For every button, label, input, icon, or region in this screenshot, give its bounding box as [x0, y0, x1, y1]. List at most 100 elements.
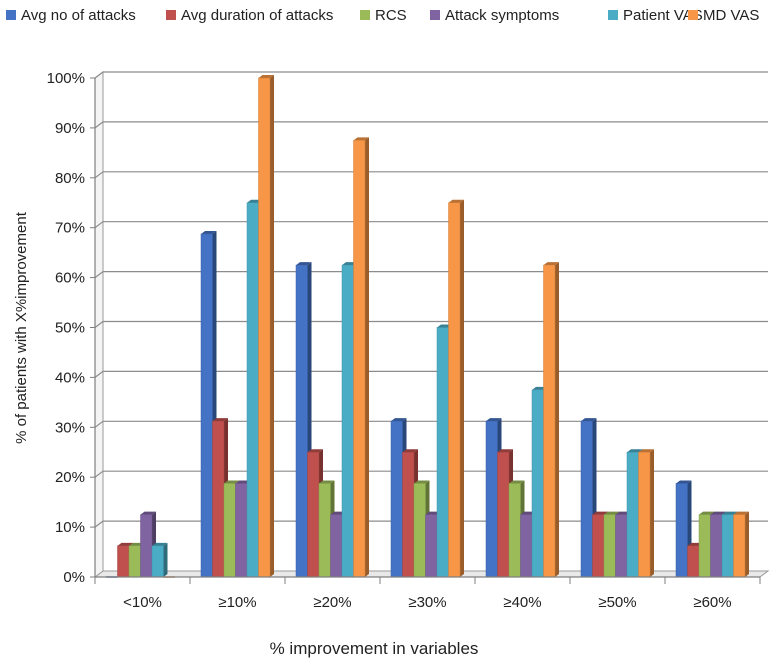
y-tick-label: 10%: [55, 519, 85, 536]
bar-front: [258, 77, 271, 578]
bar-front: [151, 545, 164, 578]
bar: [258, 75, 274, 578]
bar-top: [638, 449, 654, 453]
y-tick-label: 100%: [47, 70, 85, 87]
bar-front: [425, 514, 438, 578]
bar: [448, 199, 464, 578]
bars: [106, 75, 749, 578]
gridline: [94, 320, 768, 328]
gridline: [94, 71, 768, 79]
legend-label: Attack symptoms: [445, 7, 559, 24]
bar-front: [295, 264, 308, 578]
legend-item: RCS: [360, 7, 407, 24]
bar-front: [140, 514, 153, 578]
x-tick-label: ≥50%: [598, 594, 636, 611]
bar-front: [448, 202, 461, 578]
legend-swatch: [166, 10, 176, 20]
bar: [733, 511, 749, 578]
bar-front: [200, 233, 213, 578]
bar-top: [201, 230, 217, 234]
bar-front: [675, 483, 688, 578]
y-axis-label: % of patients with X%improvement: [13, 211, 30, 444]
bar-side: [650, 449, 654, 577]
bar-front: [698, 514, 711, 578]
y-tick-label: 0%: [63, 569, 85, 586]
legend-item: Avg duration of attacks: [166, 7, 333, 24]
legend-label: Avg no of attacks: [21, 7, 136, 24]
legend-swatch: [6, 10, 16, 20]
bar-front: [413, 483, 426, 578]
gridline: [94, 221, 768, 229]
x-tick-label: ≥60%: [693, 594, 731, 611]
bar-front: [485, 420, 498, 578]
bar-front: [603, 514, 616, 578]
bar-top: [627, 449, 643, 453]
legend-swatch: [360, 10, 370, 20]
bar-front: [710, 514, 723, 578]
bar-top: [414, 480, 430, 484]
axes: 0% 10% 20% 30% 40% 50% 60% 70% 80% 90% 100% <10% ≥10…: [47, 70, 761, 611]
x-tick-label: ≥40%: [503, 594, 541, 611]
y-tick-label: 30%: [55, 419, 85, 436]
bar-top: [296, 262, 312, 266]
bar-top: [486, 418, 502, 422]
y-tick-label: 80%: [55, 170, 85, 187]
bar-front: [733, 514, 746, 578]
legend-label: RCS: [375, 7, 407, 24]
bar-front: [212, 420, 225, 578]
bar-top: [448, 199, 464, 203]
y-tick-label: 90%: [55, 120, 85, 137]
grid: [93, 71, 770, 578]
bar-front: [436, 327, 449, 578]
bar-front: [580, 420, 593, 578]
bar-top: [604, 511, 620, 515]
bar: [151, 542, 168, 578]
legend-item: MD VAS: [688, 7, 759, 24]
bar-side: [270, 75, 274, 577]
x-tick-label: <10%: [123, 594, 162, 611]
bar-top: [152, 542, 168, 546]
bar-front: [638, 452, 651, 578]
bar-front: [223, 483, 236, 578]
bar-top: [581, 418, 597, 422]
bar-top: [710, 511, 726, 515]
bar-front: [615, 514, 628, 578]
bar-front: [341, 264, 354, 578]
gridline: [94, 420, 768, 428]
legend-label: Avg duration of attacks: [181, 7, 333, 24]
gridline: [94, 271, 768, 279]
bar-front: [626, 452, 639, 578]
bar: [353, 137, 369, 578]
legend-item: Patient VAS: [608, 7, 703, 24]
bar-top: [676, 480, 692, 484]
bar-top: [722, 511, 738, 515]
legend: Avg no of attacks Avg duration of attacks…: [6, 7, 759, 24]
bar-front: [531, 389, 544, 578]
bar-front: [721, 514, 734, 578]
y-tick-label: 40%: [55, 369, 85, 386]
bar-top: [391, 418, 407, 422]
bar-top: [497, 449, 513, 453]
bar-top: [224, 480, 240, 484]
bar-top: [353, 137, 369, 141]
legend-label: Patient VAS: [623, 7, 703, 24]
gridline: [94, 121, 768, 129]
bar-top: [307, 449, 323, 453]
bar-front: [128, 545, 141, 578]
y-tick-label: 70%: [55, 220, 85, 237]
gridline: [94, 470, 768, 478]
bar-front: [592, 514, 605, 578]
y-tick-label: 60%: [55, 270, 85, 287]
bar-front: [318, 483, 331, 578]
y-tick-label: 50%: [55, 320, 85, 337]
x-axis-label: % improvement in variables: [270, 639, 479, 658]
bar-front: [330, 514, 343, 578]
bar-front: [543, 264, 556, 578]
legend-label: MD VAS: [703, 7, 759, 24]
x-tick-label: ≥20%: [313, 594, 351, 611]
legend-swatch: [688, 10, 698, 20]
bar-front: [353, 140, 366, 578]
legend-item: Attack symptoms: [430, 7, 559, 24]
